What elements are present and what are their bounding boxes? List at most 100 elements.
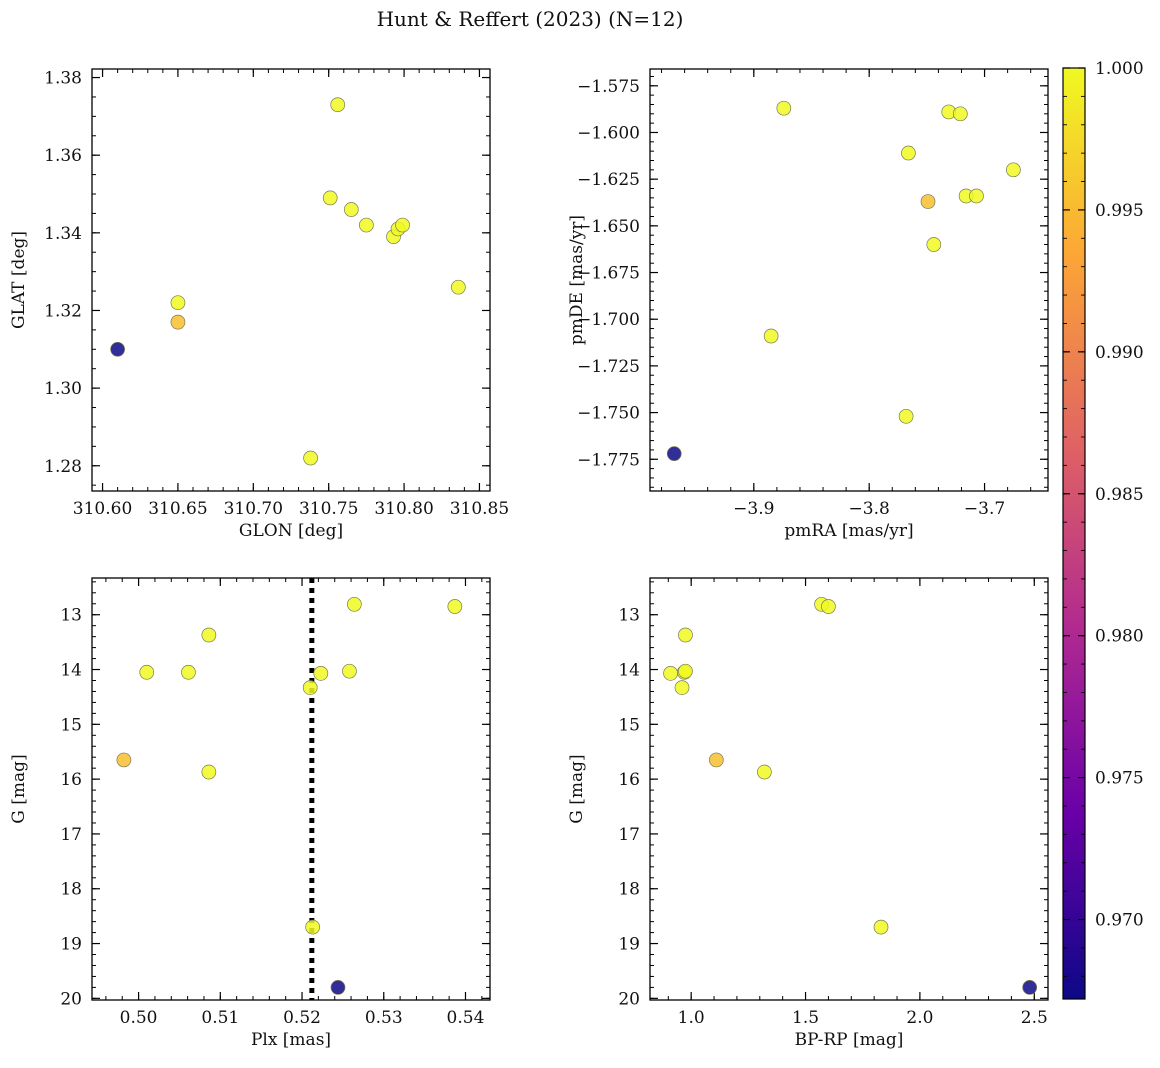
y-tick-label: 13 [618,606,640,626]
scatter-point [821,599,836,614]
x-axis-label: BP-RP [mag] [795,1030,904,1050]
y-tick-label: 1.36 [44,146,82,166]
scatter-point [201,627,217,643]
y-tick-label: 15 [618,715,640,735]
x-axis-label: Plx [mas] [251,1030,331,1050]
minor-ticks [650,578,1048,1000]
y-tick-label: −1.600 [577,123,640,143]
scatter-point [678,627,693,643]
x-tick-label: 2.0 [906,1008,933,1028]
y-tick-label: −1.750 [577,404,640,424]
scatter-point [330,980,346,995]
scatter-point [343,202,359,217]
scatter-point [139,664,155,680]
y-tick-label: 16 [618,770,640,790]
scatter-points [116,596,463,995]
x-tick-label: 0.53 [365,1008,403,1028]
scatter-point [776,100,792,116]
scatter-point [170,314,186,330]
y-tick-label: 18 [60,880,82,900]
minor-ticks [92,69,490,491]
scatter-point [873,919,889,935]
scatter-points [666,100,1021,462]
x-tick-label: −3.7 [964,499,1005,519]
y-tick-label: 15 [60,715,82,735]
x-axis-label: GLON [deg] [239,521,343,541]
scatter-point [116,752,132,768]
x-tick-label: 2.5 [1021,1008,1048,1028]
axes-frame [649,577,1049,1001]
colorbar-tick-label: 0.970 [1095,911,1144,931]
panel-proper-motion: −3.9 −3.8 −3.7 −1.575 −1.600 −1.625 −1.650 −1.6… [567,68,1049,541]
x-tick-label: 0.54 [447,1008,485,1028]
y-tick-label: −1.775 [577,450,640,470]
scatter-point [926,237,942,252]
y-tick-label: 18 [618,880,640,900]
y-tick-label: −1.650 [577,217,640,237]
axes-frame [649,68,1049,492]
colorbar-tick-label: 1.000 [1095,59,1144,79]
scatter-point [757,764,772,780]
y-tick-label: 19 [60,935,82,955]
scatter-point [302,680,318,695]
axes-frame [91,577,491,1001]
scatter-points [663,596,1038,995]
x-tick-label: −3.9 [733,499,774,519]
y-axis-label: pmDE [mas/yr] [567,215,587,345]
x-tick-label: 1.5 [792,1008,819,1028]
x-tick-label: −3.8 [849,499,890,519]
y-tick-label: −1.725 [577,357,640,377]
colorbar-tick-label: 0.985 [1095,485,1144,505]
major-ticks: −3.9 −3.8 −3.7 −1.575 −1.600 −1.625 −1.650 −1.6… [577,69,1048,519]
scatter-point [763,328,779,344]
y-axis-label: GLAT [deg] [9,231,29,329]
figure-title: Hunt & Reffert (2023) (N=12) [377,7,684,31]
x-tick-label: 0.51 [201,1008,239,1028]
x-tick-label: 310.75 [299,499,358,519]
scatter-point [447,599,463,614]
scatter-point [666,446,682,462]
scatter-point [201,764,217,780]
y-tick-label: 1.34 [44,224,82,244]
colorbar-tick-label: 0.990 [1095,343,1144,363]
minor-ticks [650,69,1048,491]
x-tick-label: 310.65 [148,499,207,519]
scatter-point [305,919,321,935]
colorbar-gradient [1062,67,1086,1000]
y-tick-label: 16 [60,770,82,790]
x-tick-label: 310.70 [224,499,283,519]
y-tick-label: 1.38 [44,69,82,89]
scatter-point [303,450,318,466]
scatter-point [674,680,690,695]
scatter-point [170,295,186,311]
scatter-point [1006,162,1021,178]
scatter-point [1022,980,1038,995]
x-tick-label: 0.50 [120,1008,158,1028]
y-tick-label: 1.30 [44,379,82,399]
scatter-point [346,596,362,612]
scatter-point [678,663,693,679]
x-tick-label: 1.0 [678,1008,705,1028]
scatter-point [920,194,936,209]
scatter-point [901,145,916,161]
colorbar-tick-label: 0.995 [1095,201,1144,221]
colorbar-ticks: 1.000 0.995 0.990 0.985 0.980 0.975 0.970 [1063,59,1144,931]
scatter-point [708,752,724,768]
scatter-point [110,341,125,357]
scatter-point [181,664,196,680]
scatter-point [450,279,466,295]
axes-frame [91,68,491,492]
y-tick-label: 17 [618,825,640,845]
colorbar: 1.000 0.995 0.990 0.985 0.980 0.975 0.970 [1062,59,1144,1000]
y-tick-label: −1.575 [577,77,640,97]
scatter-point [359,217,374,233]
scatter-point [322,190,338,206]
y-axis-label: G [mag] [567,754,587,823]
y-tick-label: 13 [60,606,82,626]
y-tick-label: 17 [60,825,82,845]
y-tick-label: 1.28 [44,457,82,477]
minor-ticks [92,578,490,1000]
y-tick-label: −1.700 [577,310,640,330]
x-tick-label: 310.80 [374,499,433,519]
